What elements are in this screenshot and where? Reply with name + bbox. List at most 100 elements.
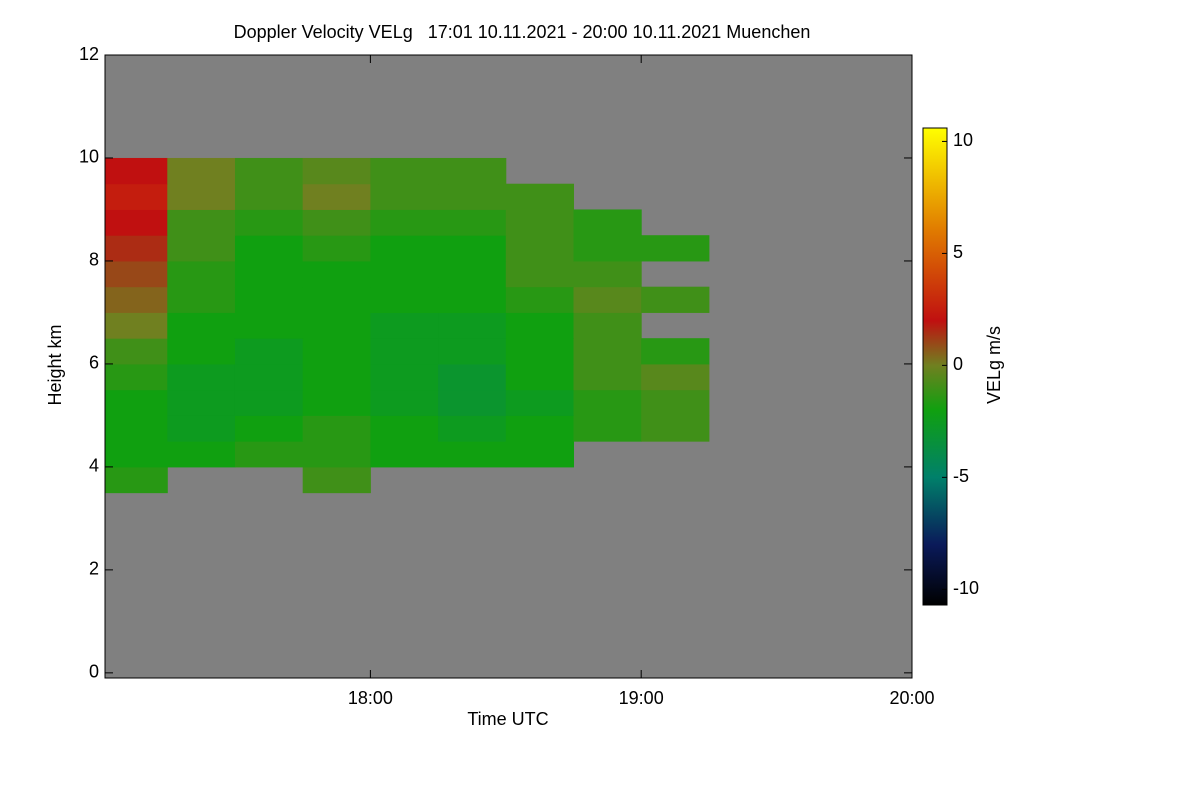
heat-cell <box>167 209 236 236</box>
heat-cell <box>167 363 236 391</box>
heat-cell <box>370 338 439 365</box>
heat-cell <box>105 441 168 468</box>
heat-cell <box>438 157 507 185</box>
heat-cell <box>302 415 371 442</box>
heat-cell <box>234 235 304 262</box>
heat-cell <box>505 312 574 339</box>
heat-cell <box>234 338 304 365</box>
heat-cell <box>167 235 236 262</box>
chart-title: Doppler Velocity VELg 17:01 10.11.2021 -… <box>234 22 811 42</box>
heat-cell <box>302 286 371 313</box>
heat-cell <box>167 286 236 313</box>
heat-cell <box>370 363 439 391</box>
colorbar-tick-label: -10 <box>953 578 979 598</box>
y-tick-label: 10 <box>79 147 99 167</box>
heat-cell <box>641 235 710 262</box>
y-tick-label: 2 <box>89 559 99 579</box>
heat-cell <box>641 286 710 313</box>
y-tick-label: 6 <box>89 353 99 373</box>
heat-cell <box>505 338 574 365</box>
heat-cell <box>505 260 574 288</box>
heat-cell <box>438 415 507 442</box>
heat-cell <box>641 389 710 416</box>
heat-cell <box>438 338 507 365</box>
heat-cell <box>167 157 236 185</box>
heat-cell <box>370 441 439 468</box>
heat-cell <box>302 338 371 365</box>
heat-cell <box>167 183 236 210</box>
heat-cell <box>370 235 439 262</box>
heat-cell <box>573 338 642 365</box>
heat-cell <box>302 363 371 391</box>
heat-cell <box>438 389 507 416</box>
heat-cell <box>370 260 439 288</box>
heat-cell <box>105 466 168 494</box>
heat-cell <box>105 415 168 442</box>
x-tick-label: 20:00 <box>889 688 934 708</box>
y-tick-label: 12 <box>79 44 99 64</box>
heat-cell <box>573 312 642 339</box>
heat-cell <box>105 183 168 210</box>
y-axis-label: Height km <box>45 324 65 405</box>
colorbar-tick-label: -5 <box>953 466 969 486</box>
heat-cell <box>505 209 574 236</box>
heat-cell <box>438 312 507 339</box>
heat-cell <box>302 260 371 288</box>
heat-cell <box>573 363 642 391</box>
heat-cell <box>573 415 642 442</box>
heat-cell <box>302 441 371 468</box>
heat-cell <box>505 389 574 416</box>
heat-cell <box>167 312 236 339</box>
heat-cell <box>105 157 168 185</box>
colorbar-tick-label: 5 <box>953 242 963 262</box>
heat-cell <box>438 286 507 313</box>
heat-cell <box>167 441 236 468</box>
heat-cell <box>234 286 304 313</box>
heat-cell <box>105 209 168 236</box>
heat-cell <box>167 338 236 365</box>
heat-cell <box>302 209 371 236</box>
colorbar <box>922 127 948 606</box>
heat-cell <box>438 363 507 391</box>
heat-cell <box>105 260 168 288</box>
colorbar-tick-label: 0 <box>953 354 963 374</box>
heat-cell <box>505 183 574 210</box>
heat-cell <box>370 157 439 185</box>
heat-cell <box>234 260 304 288</box>
x-tick-label: 18:00 <box>348 688 393 708</box>
heat-cell <box>234 183 304 210</box>
heat-cell <box>105 338 168 365</box>
heat-cell <box>438 235 507 262</box>
heat-cell <box>573 209 642 236</box>
heat-cell <box>105 363 168 391</box>
heat-cell <box>573 389 642 416</box>
heat-cell <box>167 260 236 288</box>
heat-cell <box>234 209 304 236</box>
heat-cell <box>234 415 304 442</box>
heat-cell <box>302 312 371 339</box>
heat-cell <box>641 338 710 365</box>
heat-cell <box>370 415 439 442</box>
heat-cell <box>302 183 371 210</box>
heat-cell <box>302 466 371 494</box>
heat-cell <box>505 363 574 391</box>
heat-cell <box>234 157 304 185</box>
heat-cell <box>105 389 168 416</box>
heat-cell <box>641 415 710 442</box>
heat-cell <box>105 286 168 313</box>
heat-cell <box>167 415 236 442</box>
heat-cell <box>234 363 304 391</box>
heat-cell <box>234 389 304 416</box>
x-tick-label: 19:00 <box>619 688 664 708</box>
heat-cell <box>641 363 710 391</box>
heat-cell <box>370 183 439 210</box>
heat-cell <box>370 209 439 236</box>
heat-cell <box>505 286 574 313</box>
heat-cell <box>234 441 304 468</box>
y-tick-label: 4 <box>89 456 99 476</box>
heat-cell <box>573 286 642 313</box>
heat-cell <box>370 286 439 313</box>
y-tick-label: 8 <box>89 250 99 270</box>
heat-cell <box>370 389 439 416</box>
heat-cell <box>438 209 507 236</box>
